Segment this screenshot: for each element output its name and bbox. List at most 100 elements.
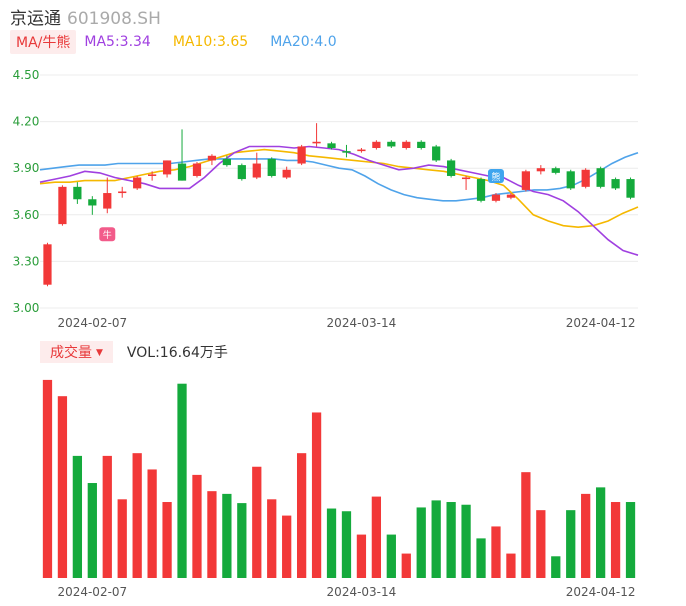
- candle-body[interactable]: [177, 163, 187, 181]
- volume-bar[interactable]: [177, 383, 187, 578]
- candle-body[interactable]: [88, 199, 97, 206]
- volume-bar[interactable]: [117, 499, 127, 578]
- candle-body[interactable]: [162, 160, 172, 175]
- y-tick-label: 4.20: [13, 115, 40, 129]
- x-tick-label: 2024-03-14: [327, 585, 397, 599]
- indicator-selector[interactable]: MA/牛熊: [10, 30, 77, 54]
- volume-bar[interactable]: [625, 502, 636, 578]
- candle-body[interactable]: [611, 179, 620, 189]
- candle-body[interactable]: [58, 186, 67, 225]
- ma-legend: MA/牛熊 MA5:3.34 MA10:3.65 MA20:4.0: [10, 30, 359, 54]
- volume-bar[interactable]: [72, 455, 83, 578]
- volume-bar[interactable]: [431, 500, 441, 578]
- volume-bar[interactable]: [87, 483, 97, 578]
- volume-value: VOL:16.64万手: [126, 345, 228, 361]
- volume-bar[interactable]: [566, 510, 576, 578]
- candle-body[interactable]: [417, 141, 426, 149]
- candle-body[interactable]: [372, 141, 381, 149]
- volume-bar[interactable]: [252, 466, 262, 578]
- candle-body[interactable]: [357, 149, 366, 152]
- volume-bar[interactable]: [536, 510, 546, 578]
- volume-bar[interactable]: [132, 453, 142, 578]
- y-tick-label: 3.30: [13, 254, 40, 268]
- candle-body[interactable]: [476, 179, 486, 201]
- bull-marker-icon[interactable]: [99, 227, 116, 242]
- volume-bar[interactable]: [222, 493, 232, 578]
- candle-body[interactable]: [103, 193, 112, 209]
- candle-body[interactable]: [596, 168, 605, 187]
- volume-bar[interactable]: [506, 553, 516, 578]
- candle-body[interactable]: [148, 174, 157, 176]
- volume-bar[interactable]: [356, 534, 367, 578]
- volume-bar[interactable]: [595, 487, 606, 578]
- stock-name: 京运通: [10, 9, 61, 29]
- volume-bar[interactable]: [446, 502, 456, 578]
- volume-bar[interactable]: [311, 412, 322, 578]
- candle-body[interactable]: [506, 194, 516, 198]
- candle-body[interactable]: [447, 160, 456, 176]
- volume-bar[interactable]: [341, 511, 352, 578]
- volume-bar[interactable]: [491, 526, 501, 578]
- x-tick-label: 2024-03-14: [327, 316, 397, 330]
- y-tick-label: 3.60: [13, 208, 40, 222]
- volume-bar[interactable]: [147, 469, 157, 578]
- volume-bar[interactable]: [267, 499, 277, 578]
- x-tick-label: 2024-02-07: [57, 585, 127, 599]
- volume-bar[interactable]: [296, 453, 307, 578]
- volume-bar[interactable]: [102, 455, 112, 578]
- candle-body[interactable]: [626, 179, 635, 198]
- volume-bar[interactable]: [401, 553, 411, 578]
- candle-body[interactable]: [252, 163, 261, 178]
- candle-body[interactable]: [297, 146, 306, 164]
- ma20-label: MA20:4.0: [270, 34, 337, 50]
- candle-body[interactable]: [327, 143, 336, 149]
- candle-body[interactable]: [402, 141, 411, 149]
- candle-body[interactable]: [551, 168, 560, 173]
- candle-body[interactable]: [73, 186, 82, 200]
- candle-body[interactable]: [282, 169, 291, 178]
- candle-body[interactable]: [222, 158, 231, 166]
- candle-body[interactable]: [387, 141, 396, 147]
- candle-body[interactable]: [432, 146, 441, 161]
- candle-body[interactable]: [491, 194, 501, 201]
- candle-body[interactable]: [192, 163, 202, 176]
- volume-bar[interactable]: [416, 507, 426, 578]
- volume-selector-label: 成交量: [50, 345, 92, 361]
- volume-bar[interactable]: [192, 474, 202, 578]
- candle-body[interactable]: [461, 177, 471, 180]
- volume-bar[interactable]: [371, 496, 382, 578]
- volume-bar[interactable]: [237, 503, 247, 578]
- dropdown-arrow-icon: ▼: [96, 348, 103, 358]
- candle-body[interactable]: [237, 165, 246, 180]
- volume-bar[interactable]: [610, 502, 621, 578]
- candle-body[interactable]: [342, 151, 351, 153]
- volume-bar[interactable]: [386, 534, 396, 578]
- volume-bar[interactable]: [326, 508, 337, 578]
- volume-bar[interactable]: [476, 538, 486, 578]
- volume-bar[interactable]: [57, 396, 68, 578]
- volume-bar[interactable]: [461, 504, 471, 578]
- candle-body[interactable]: [536, 168, 545, 172]
- y-tick-label: 4.50: [13, 68, 40, 82]
- volume-bar[interactable]: [207, 491, 217, 578]
- candle-body[interactable]: [207, 155, 217, 161]
- stock-code: 601908.SH: [67, 9, 161, 29]
- candle-body[interactable]: [566, 171, 575, 189]
- candle-body[interactable]: [133, 177, 142, 189]
- volume-legend: 成交量 ▼ VOL:16.64万手: [40, 341, 228, 363]
- bear-marker-icon[interactable]: [487, 169, 504, 184]
- volume-bar[interactable]: [42, 379, 53, 578]
- volume-selector[interactable]: 成交量 ▼: [40, 341, 113, 363]
- candle-body[interactable]: [43, 244, 52, 285]
- candle-body[interactable]: [312, 141, 321, 144]
- candle-body[interactable]: [118, 191, 127, 194]
- candle-body[interactable]: [267, 158, 276, 176]
- volume-bar[interactable]: [162, 502, 172, 578]
- candle-body[interactable]: [521, 171, 530, 190]
- volume-bar[interactable]: [521, 472, 531, 578]
- volume-bar[interactable]: [581, 493, 591, 578]
- volume-bar[interactable]: [551, 556, 561, 578]
- candle-body[interactable]: [581, 169, 590, 187]
- volume-bar[interactable]: [282, 515, 292, 578]
